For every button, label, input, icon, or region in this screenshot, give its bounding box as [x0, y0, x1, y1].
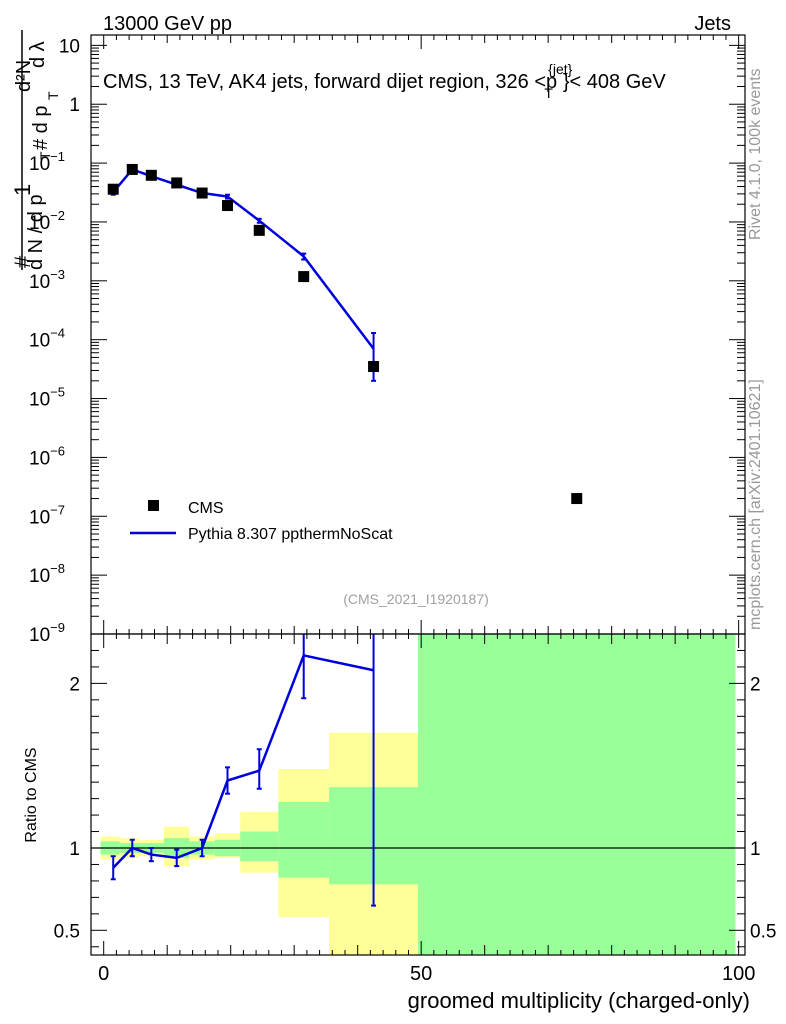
cms-data-point [253, 224, 265, 236]
category-label: Jets [694, 13, 731, 35]
main-panel-marks [107, 163, 583, 505]
ratio-y-tick-label-right: 1 [750, 839, 761, 860]
ratio-green-band [240, 831, 279, 862]
y-label-top-sub: # d p [30, 106, 52, 150]
y-label-dl: d λ [27, 41, 49, 68]
legend-pythia-label: Pythia 8.307 ppthermNoScat [188, 526, 393, 543]
y-label-top: d²N [13, 60, 35, 92]
main-y-tick-label: 1 [69, 95, 80, 116]
ratio-y-tick-label-right: 0.5 [750, 921, 776, 942]
main-y-tick-label: 10−4 [29, 326, 65, 352]
main-panel-frame [90, 34, 746, 635]
main-y-tick-label: 10−9 [29, 620, 65, 646]
ratio-mc-line [112, 653, 374, 869]
ratio-y-axis-label: Ratio to CMS [23, 747, 40, 842]
main-y-axis-label: # 1 d N / d p T d²N # d p T d λ [10, 30, 61, 270]
cms-data-point [571, 493, 583, 505]
cms-data-point [171, 177, 183, 189]
cms-data-point [368, 361, 380, 373]
cms-data-point [107, 183, 119, 195]
ratio-y-tick-label: 2 [69, 674, 80, 695]
x-tick-label: 100 [722, 963, 755, 985]
mc-line [112, 167, 375, 350]
rivet-version-label: Rivet 4.1.0, 100k events [747, 68, 764, 240]
y-label-numer: d N / d p [25, 194, 47, 270]
plot-title-end: }< 408 GeV [563, 71, 667, 93]
plot-title-subscript: T [544, 85, 553, 101]
x-tick-label: 0 [98, 963, 109, 985]
main-y-tick-label: 10−2 [29, 208, 65, 234]
main-y-tick-label: 10−5 [29, 385, 65, 411]
main-y-tick-label: 10−7 [29, 502, 65, 528]
ratio-panel-frame [90, 633, 746, 956]
legend-cms-marker [148, 500, 159, 511]
ratio-panel-ticks: 0.5 0.5 1 1 2 2 0 50 100 [54, 634, 776, 985]
ratio-y-tick-label: 0.5 [54, 921, 80, 942]
main-panel-ticks: 10 1 10−1 10−2 10−3 10−4 10−5 10−6 10−7 10−8 10−9 [29, 35, 745, 646]
ratio-panel-marks [91, 634, 745, 907]
cms-data-point [222, 200, 234, 212]
ratio-green-band [418, 634, 736, 955]
analysis-id: (CMS_2021_I1920187) [343, 591, 489, 607]
plot-title-superscript: {jet} [548, 61, 572, 77]
main-y-tick-label: 10 [59, 36, 80, 57]
ratio-uncertainty-bands [100, 634, 736, 955]
ratio-green-band [278, 801, 330, 878]
x-tick-label: 50 [410, 963, 432, 985]
cms-data-point [298, 271, 310, 283]
energy-label: 13000 GeV pp [103, 13, 232, 35]
x-axis-label: groomed multiplicity (charged-only) [408, 988, 750, 1013]
main-y-tick-label: 10−8 [29, 561, 65, 587]
cms-data-point [145, 169, 157, 181]
main-y-tick-label: 10−1 [29, 149, 65, 175]
main-y-tick-label: 10−6 [29, 443, 65, 469]
plot-title: CMS, 13 TeV, AK4 jets, forward dijet reg… [103, 61, 666, 101]
y-label-numer-sub: T [37, 151, 53, 160]
cms-data-point [196, 187, 208, 199]
mcplots-label: mcplots.cern.ch [arXiv:2401.10621] [747, 379, 764, 630]
main-y-tick-label: 10−3 [29, 267, 65, 293]
y-label-top-sub2: T [45, 91, 61, 100]
ratio-y-tick-label-right: 2 [750, 674, 761, 695]
legend-cms-label: CMS [188, 500, 224, 517]
ratio-y-tick-label: 1 [69, 839, 80, 860]
cms-data-point [126, 163, 138, 175]
